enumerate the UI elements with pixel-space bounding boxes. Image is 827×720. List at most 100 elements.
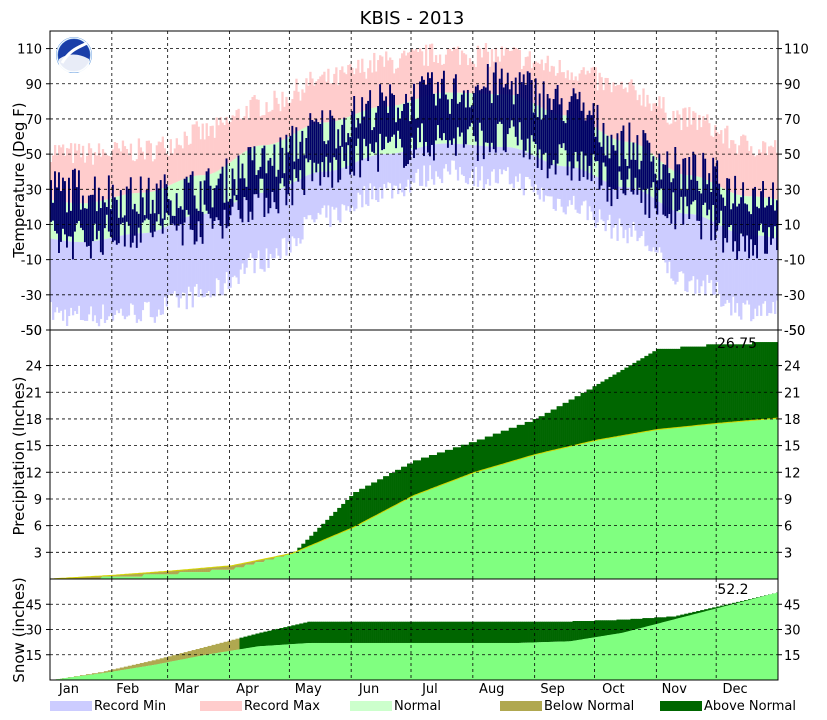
record-min-bar bbox=[159, 229, 162, 316]
record-max-bar bbox=[458, 64, 462, 93]
record-max-bar bbox=[235, 110, 238, 158]
record-max-bar bbox=[165, 153, 168, 187]
month-label: Oct bbox=[602, 682, 624, 697]
legend-swatch bbox=[500, 701, 542, 711]
snow-departure-bar bbox=[642, 618, 645, 628]
above-normal-bar bbox=[628, 365, 631, 435]
above-normal-bar bbox=[540, 416, 543, 454]
record-max-bar bbox=[103, 152, 107, 200]
record-max-bar bbox=[632, 85, 635, 143]
record-max-bar bbox=[482, 47, 486, 94]
record-max-bar bbox=[656, 106, 659, 159]
y-tick-label: 9 bbox=[34, 493, 42, 508]
snow-departure-bar bbox=[129, 665, 133, 669]
record-max-bar bbox=[634, 90, 637, 144]
record-max-bar bbox=[111, 149, 115, 198]
record-max-bar bbox=[263, 115, 266, 146]
snow-departure-bar bbox=[544, 621, 547, 643]
record-min-bar bbox=[746, 234, 749, 301]
record-min-bar bbox=[496, 146, 500, 184]
snow-departure-bar bbox=[315, 621, 318, 643]
record-max-bar bbox=[686, 126, 689, 176]
record-max-bar bbox=[327, 68, 330, 123]
snow-departure-bar bbox=[111, 669, 115, 672]
snow-departure-bar bbox=[339, 621, 342, 643]
record-min-bar bbox=[682, 213, 685, 274]
snow-departure-bar bbox=[422, 621, 426, 643]
record-max-bar bbox=[79, 157, 83, 204]
record-max-bar bbox=[490, 49, 494, 95]
above-normal-bar bbox=[458, 447, 462, 479]
snow-departure-bar bbox=[482, 621, 486, 643]
record-min-bar bbox=[666, 207, 669, 274]
record-max-bar bbox=[203, 139, 206, 176]
record-min-bar bbox=[480, 145, 484, 167]
above-normal-bar bbox=[756, 342, 759, 420]
snow-departure-bar bbox=[638, 618, 641, 629]
record-max-bar bbox=[131, 160, 135, 194]
snow-departure-bar bbox=[538, 621, 541, 643]
chart-title: KBIS - 2013 bbox=[360, 8, 465, 29]
record-min-bar bbox=[215, 211, 218, 279]
above-normal-bar bbox=[758, 342, 761, 420]
snow-departure-bar bbox=[448, 621, 452, 643]
record-max-bar bbox=[59, 147, 63, 202]
below-normal-bar bbox=[265, 558, 268, 560]
record-min-bar bbox=[448, 143, 452, 175]
y-tick-label: -30 bbox=[784, 289, 805, 304]
record-min-bar bbox=[456, 143, 460, 181]
snow-departure-bar bbox=[329, 621, 332, 643]
above-normal-bar bbox=[612, 374, 615, 438]
record-min-bar bbox=[377, 154, 380, 203]
above-normal-bar bbox=[355, 492, 358, 527]
snow-departure-bar bbox=[494, 621, 498, 643]
record-max-bar bbox=[209, 126, 212, 174]
snow-departure-bar bbox=[195, 649, 198, 657]
above-normal-bar bbox=[524, 421, 527, 458]
snow-departure-bar bbox=[125, 666, 129, 670]
record-max-bar bbox=[231, 115, 234, 161]
snow-departure-bar bbox=[594, 620, 597, 638]
below-normal-bar bbox=[135, 573, 139, 577]
record-min-bar bbox=[458, 144, 462, 168]
record-min-bar bbox=[331, 170, 334, 207]
record-min-bar bbox=[492, 146, 496, 170]
record-max-bar bbox=[155, 145, 159, 191]
snow-departure-bar bbox=[650, 618, 653, 626]
record-max-bar bbox=[670, 123, 673, 170]
record-min-bar bbox=[528, 153, 531, 180]
snow-departure-bar bbox=[614, 620, 617, 635]
record-min-bar bbox=[105, 238, 109, 320]
normal-range-bar bbox=[257, 145, 260, 194]
snow-departure-bar bbox=[580, 621, 583, 640]
record-max-bar bbox=[151, 161, 155, 192]
normal-range-bar bbox=[153, 190, 157, 232]
snow-departure-bar bbox=[123, 666, 127, 670]
snow-departure-bar bbox=[201, 647, 204, 656]
record-max-bar bbox=[636, 100, 639, 145]
y-tick-label: 15 bbox=[25, 440, 42, 455]
record-max-bar bbox=[159, 142, 162, 190]
snow-departure-bar bbox=[243, 636, 246, 649]
snow-departure-bar bbox=[730, 603, 733, 605]
above-normal-bar bbox=[604, 379, 607, 439]
record-min-bar bbox=[91, 241, 95, 322]
above-normal-bar bbox=[590, 389, 593, 442]
month-label: May bbox=[295, 682, 322, 697]
above-normal-bar bbox=[648, 353, 651, 432]
snow-departure-bar bbox=[117, 668, 121, 671]
record-min-bar bbox=[438, 143, 442, 179]
snow-departure-bar bbox=[530, 621, 533, 643]
record-max-bar bbox=[524, 57, 527, 100]
record-min-bar bbox=[113, 236, 117, 315]
above-normal-bar bbox=[399, 469, 402, 504]
snow-departure-bar bbox=[411, 621, 414, 643]
record-min-bar bbox=[498, 146, 502, 170]
record-min-bar bbox=[592, 175, 595, 221]
y-tick-label: 30 bbox=[784, 183, 801, 198]
record-min-bar bbox=[219, 209, 222, 296]
record-max-bar bbox=[724, 128, 727, 190]
above-normal-bar bbox=[504, 430, 508, 464]
record-max-bar bbox=[335, 67, 338, 121]
record-max-bar bbox=[650, 110, 653, 154]
